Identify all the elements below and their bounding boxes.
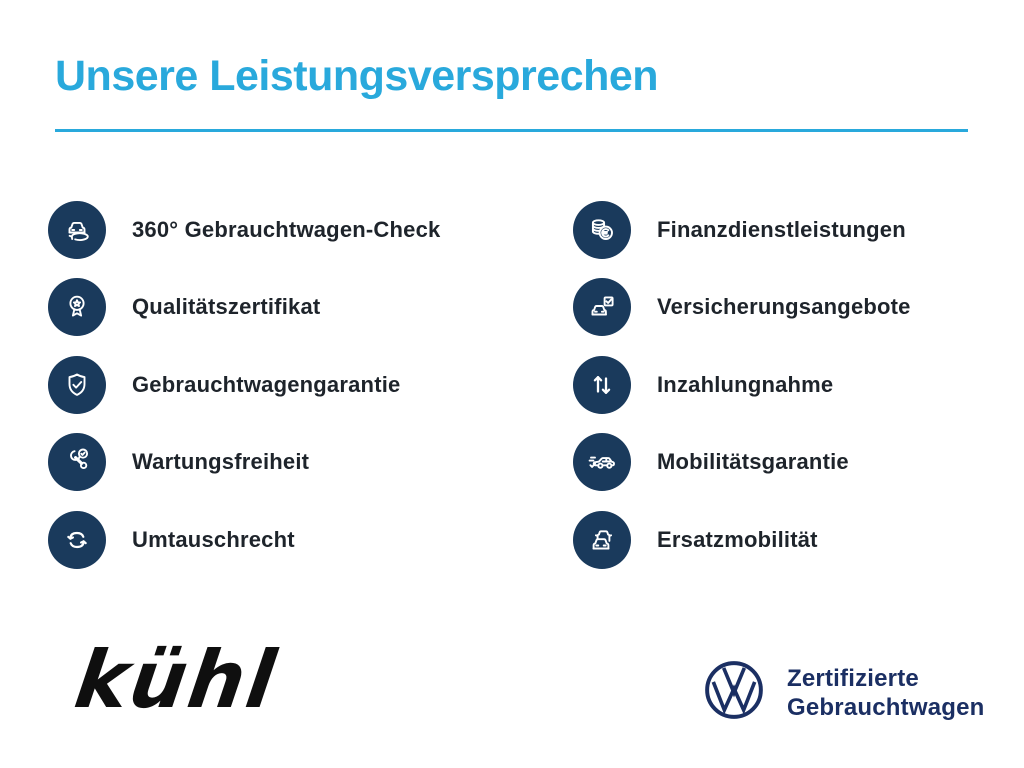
shield-check-icon [48, 355, 106, 414]
service-label: Mobilitätsgarantie [657, 449, 849, 475]
vw-logo-icon [703, 659, 765, 726]
service-label: Qualitätszertifikat [132, 294, 321, 320]
dealer-logo-kuehl: kühl [69, 634, 283, 726]
fast-car-icon [573, 433, 631, 492]
vw-badge-line1: Zertifizierte [787, 664, 919, 692]
exchange-arrows-icon [48, 510, 106, 569]
service-label: Versicherungsangebote [657, 294, 911, 320]
service-item-exchange-right: Umtauschrecht [48, 501, 553, 579]
service-label: 360° Gebrauchtwagen-Check [132, 216, 441, 242]
car-checkbox-icon [573, 278, 631, 337]
vw-badge-text: Zertifizierte Gebrauchtwagen [787, 664, 985, 722]
service-item-quality-certificate: Qualitätszertifikat [48, 269, 553, 347]
service-item-mobility-guarantee: Mobilitätsgarantie [573, 424, 1013, 502]
service-label: Umtauschrecht [132, 526, 295, 552]
service-item-warranty: Gebrauchtwagengarantie [48, 346, 553, 424]
vw-badge-line2: Gebrauchtwagen [787, 693, 985, 721]
car-360-icon [48, 200, 106, 259]
service-item-360-check: 360° Gebrauchtwagen-Check [48, 191, 553, 269]
service-item-insurance-offers: Versicherungsangebote [573, 269, 1013, 347]
page-title: Unsere Leistungsversprechen [55, 52, 659, 100]
service-item-financial-services: Finanzdienstleistungen [573, 191, 1013, 269]
service-label: Finanzdienstleistungen [657, 216, 906, 242]
vw-certified-badge: Zertifizierte Gebrauchtwagen [703, 659, 985, 726]
service-label: Ersatzmobilität [657, 526, 818, 552]
service-item-replacement-mobility: Ersatzmobilität [573, 501, 1013, 579]
services-column-left: 360° Gebrauchtwagen-Check Qualitätszerti… [48, 191, 553, 579]
service-label: Gebrauchtwagengarantie [132, 371, 401, 397]
service-item-maintenance-free: Wartungsfreiheit [48, 424, 553, 502]
arrows-up-down-icon [573, 355, 631, 414]
title-divider [55, 129, 968, 132]
quality-certificate-icon [48, 278, 106, 337]
services-column-right: Finanzdienstleistungen Versicherungsange… [573, 191, 1013, 579]
service-item-trade-in: Inzahlungnahme [573, 346, 1013, 424]
two-cars-icon [573, 510, 631, 569]
service-label: Inzahlungnahme [657, 371, 834, 397]
coins-euro-icon [573, 200, 631, 259]
wrench-check-icon [48, 433, 106, 492]
service-label: Wartungsfreiheit [132, 449, 310, 475]
